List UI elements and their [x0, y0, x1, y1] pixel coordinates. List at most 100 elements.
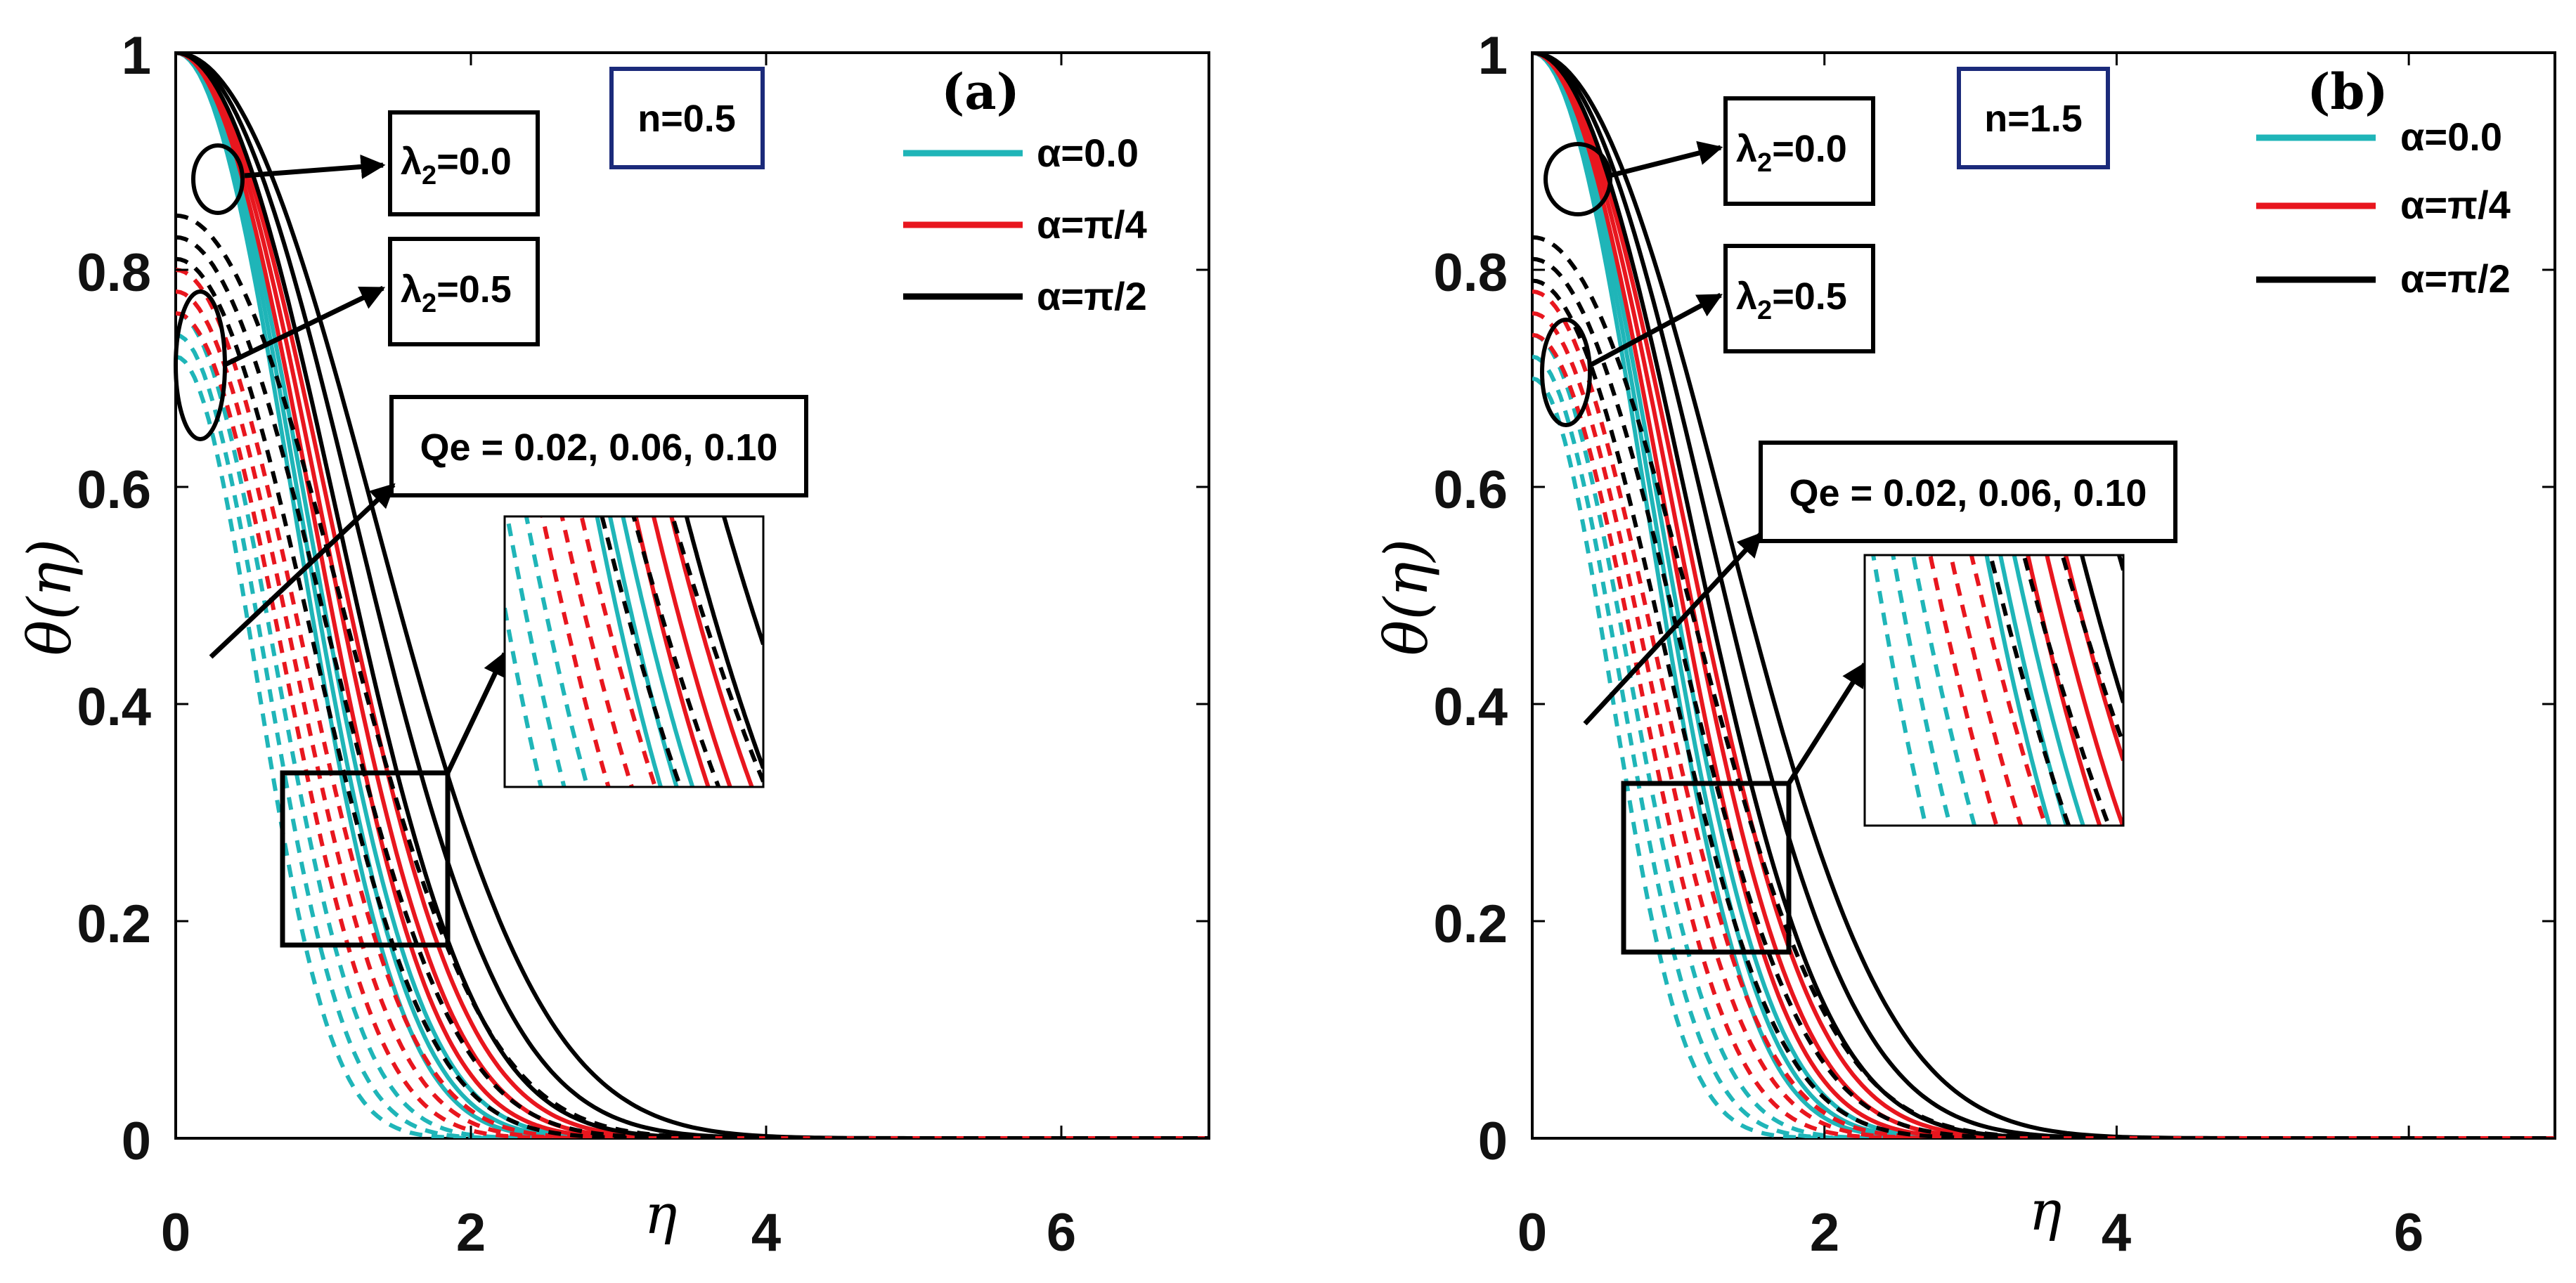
lambda05-a-sub: 2 [422, 289, 436, 318]
arrow-lambda00-b [1609, 141, 1723, 178]
inset-curves-a [505, 516, 763, 787]
box-lambda05-a [388, 237, 540, 346]
inset-a-series-11 [524, 516, 590, 787]
curve-a-series-16 [176, 235, 1209, 1138]
curve-b-series-13 [1532, 311, 2555, 1138]
lambda05-b-val: =0.5 [1772, 275, 1847, 318]
ytick-label-b-3: 0.6 [1433, 460, 1508, 520]
param-box-b [1957, 67, 2110, 169]
xtick-label-a-0: 0 [161, 1203, 190, 1263]
inset-a-series-5 [669, 516, 754, 787]
curve-a-series-10 [176, 332, 1209, 1138]
ellipse-lambda00-a [191, 143, 245, 215]
curve-b-series-17 [1532, 235, 2555, 1138]
curve-b-series-0 [1532, 53, 2555, 1138]
panel-a: 0 0.2 0.4 0.6 0.8 1 0 2 4 6 η θ(η) (a) n… [15, 26, 1210, 1263]
label-qe-b: Qe = 0.02, 0.06, 0.10 [1789, 472, 2147, 514]
arrow-inset-b [1787, 662, 1867, 785]
label-lambda05-b: λ2=0.5 [1736, 275, 1847, 325]
label-lambda05-a: λ2=0.5 [401, 268, 512, 318]
curve-b-series-8 [1532, 53, 2555, 1138]
panel-label-b: (b) [2307, 63, 2388, 121]
inset-curves-b [1871, 555, 2123, 826]
box-lambda00-b [1723, 96, 1875, 206]
label-qe-a: Qe = 0.02, 0.06, 0.10 [420, 426, 778, 469]
y-axis-label-a: θ(η) [15, 539, 84, 656]
zoom-box-a [280, 770, 451, 948]
curve-a-series-11 [176, 311, 1209, 1138]
ytick-label-b-1: 0.2 [1433, 894, 1508, 954]
ticks-group-b [1531, 51, 2555, 1140]
lambda00-b-sub: 2 [1757, 148, 1772, 178]
lambda00-b-sym: λ [1736, 128, 1757, 170]
curves-group-a [176, 53, 1209, 1138]
legend-label-a-0: α=0.0 [1037, 131, 1139, 175]
arrow-lambda05-a [222, 285, 386, 368]
inset-b-series-3 [2026, 555, 2102, 826]
inset-border-a [503, 515, 765, 788]
curve-b-series-7 [1532, 53, 2555, 1138]
legend-b: α=0.0 α=π/4 α=π/2 [2256, 115, 2511, 301]
panel-b: 0 0.2 0.4 0.6 0.8 1 0 2 4 6 η θ(η) (b) n… [1372, 26, 2556, 1263]
ytick-label-a-4: 0.8 [77, 243, 151, 303]
legend-label-a-1: α=π/4 [1037, 202, 1147, 247]
ytick-label-a-3: 0.6 [77, 460, 151, 520]
curve-b-series-14 [1532, 289, 2555, 1138]
curve-b-series-16 [1532, 256, 2555, 1138]
curve-a-series-2 [176, 53, 1209, 1138]
param-label-a: n=0.5 [637, 98, 736, 140]
ytick-label-b-2: 0.4 [1433, 677, 1508, 737]
xtick-label-b-1: 2 [1810, 1203, 1839, 1263]
lambda05-b-sub: 2 [1757, 296, 1772, 325]
ellipse-lambda05-b [1540, 318, 1592, 427]
ytick-label-b-4: 0.8 [1433, 243, 1508, 303]
curve-a-series-1 [176, 53, 1209, 1138]
curve-b-series-9 [1532, 376, 2555, 1138]
y-axis-label-b: θ(η) [1372, 539, 1441, 656]
lambda00-b-val: =0.0 [1772, 128, 1847, 170]
arrow-lambda05-b [1588, 292, 1723, 368]
legend-a: α=0.0 α=π/4 α=π/2 [903, 131, 1147, 318]
arrow-qe-b [1583, 532, 1763, 726]
inset-a-series-0 [595, 516, 664, 787]
label-lambda00-a: λ2=0.0 [401, 141, 512, 190]
legend-label-b-1: α=π/4 [2400, 183, 2511, 227]
inset-b-series-13 [1948, 555, 2024, 826]
ytick-label-a-1: 0.2 [77, 894, 151, 954]
ytick-label-a-2: 0.4 [77, 677, 151, 737]
lambda00-a-sym: λ [401, 141, 422, 183]
inset-border-b [1863, 554, 2125, 827]
arrow-qe-a [209, 483, 396, 659]
ytick-label-b-5: 1 [1478, 26, 1508, 86]
xtick-label-a-3: 6 [1047, 1203, 1076, 1263]
inset-b-series-0 [1984, 555, 2052, 826]
lambda00-a-val: =0.0 [436, 141, 512, 183]
curve-a-series-8 [176, 53, 1209, 1138]
inset-b-series-15 [1988, 555, 2071, 826]
inset-a-series-14 [579, 516, 658, 787]
arrow-lambda00-a [244, 154, 386, 179]
inset-a-series-6 [684, 516, 763, 769]
inset-b-series-14 [1969, 555, 2048, 826]
lambda00-a-sub: 2 [422, 161, 436, 190]
param-label-b: n=1.5 [1984, 98, 2083, 140]
param-box-a [609, 67, 765, 169]
inset-a-series-1 [607, 516, 679, 787]
lambda05-b-sym: λ [1736, 275, 1757, 318]
legend-label-b-0: α=0.0 [2400, 115, 2502, 159]
curve-a-series-7 [176, 53, 1209, 1138]
lambda05-a-val: =0.5 [436, 268, 512, 311]
curve-b-series-2 [1532, 53, 2555, 1138]
box-lambda00-a [388, 110, 540, 216]
xtick-label-a-2: 4 [751, 1203, 781, 1263]
ytick-label-b-0: 0 [1478, 1112, 1508, 1171]
arrow-inset-a [445, 651, 507, 774]
inset-b-series-9 [1871, 555, 1928, 826]
box-lambda05-b [1723, 244, 1875, 353]
inset-a-series-16 [631, 516, 721, 787]
ytick-label-a-0: 0 [122, 1112, 151, 1171]
xtick-label-b-0: 0 [1517, 1203, 1547, 1263]
panel-label-a: (a) [941, 63, 1020, 121]
ellipse-lambda00-b [1543, 142, 1612, 216]
xtick-label-a-1: 2 [456, 1203, 486, 1263]
